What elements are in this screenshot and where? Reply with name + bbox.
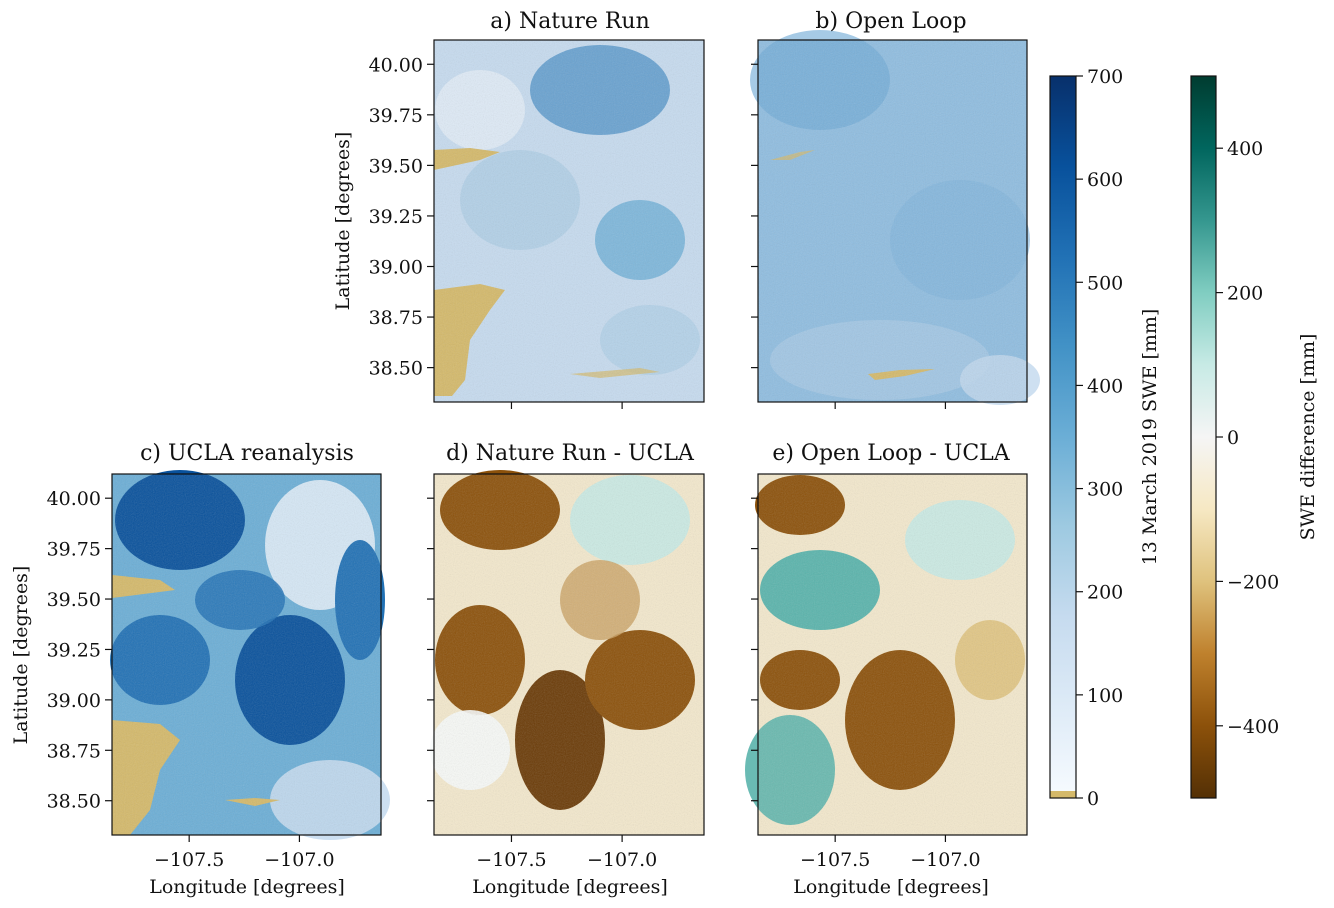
colorbar-tick-label: 0 — [1227, 427, 1239, 449]
xtick-label: −107.0 — [910, 849, 980, 871]
swe-colorbar-frame — [1049, 75, 1077, 799]
panel-b-xticks — [834, 402, 947, 409]
colorbar-tick-label: 100 — [1087, 685, 1123, 707]
panel-d-frame — [433, 473, 705, 836]
panel-d-yticks — [427, 497, 434, 802]
panel-e-xlabel: Longitude [degrees] — [793, 876, 989, 898]
swe-colorbar-label: 13 March 2019 SWE [mm] — [1139, 309, 1161, 566]
swe-colorbar: 700 600 500 400 300 200 100 0 13 March 2019 SWE… — [1049, 66, 1161, 810]
ytick-label: 39.50 — [369, 155, 423, 177]
xtick-label: −107.5 — [476, 849, 546, 871]
panel-d-xlabel: Longitude [degrees] — [472, 876, 668, 898]
panel-b-texture — [758, 40, 1027, 402]
panel-c-ylabel: Latitude [degrees] — [10, 566, 32, 745]
panel-a-map — [433, 39, 705, 403]
colorbar-tick-label: −200 — [1227, 571, 1279, 593]
ytick-label: 39.25 — [369, 206, 423, 228]
colorbar-tick-label: 200 — [1227, 283, 1263, 305]
panel-e-texture — [758, 474, 1027, 835]
panel-e-xticks: −107.5 −107.0 — [800, 835, 981, 871]
panel-e-frame — [757, 473, 1028, 836]
panel-d-map — [430, 470, 705, 836]
panel-d-title: d) Nature Run - UCLA — [446, 441, 695, 466]
ytick-label: 38.50 — [369, 358, 423, 380]
swe-colorbar-zero-bin — [1050, 791, 1076, 798]
colorbar-tick-label: 600 — [1087, 169, 1123, 191]
panel-c-map — [110, 470, 390, 840]
ytick-label: 38.75 — [369, 307, 423, 329]
xtick-label: −107.0 — [587, 849, 657, 871]
panel-e-yticks — [751, 497, 758, 802]
panel-b-title: b) Open Loop — [815, 9, 966, 34]
colorbar-tick-label: 300 — [1087, 479, 1123, 501]
panel-c-texture — [112, 474, 381, 835]
diff-colorbar-label: SWE difference [mm] — [1297, 334, 1319, 541]
panel-b: b) Open Loop — [750, 9, 1040, 409]
panel-d-xticks: −107.5 −107.0 — [476, 835, 657, 871]
ytick-label: 39.25 — [47, 639, 101, 661]
panel-d-texture — [434, 474, 704, 835]
panel-b-frame — [757, 39, 1028, 403]
panel-a-yticks: 40.00 39.75 39.50 39.25 39.00 38.75 38.50 — [369, 54, 434, 380]
panel-a-xticks — [510, 402, 623, 409]
panel-c-frame — [111, 473, 382, 836]
swe-colorbar-bar — [1050, 76, 1076, 798]
colorbar-tick-label: 400 — [1227, 138, 1263, 160]
swe-colorbar-ticks: 700 600 500 400 300 200 100 0 — [1076, 66, 1123, 810]
panel-a-ylabel: Latitude [degrees] — [332, 132, 354, 311]
panel-a-texture — [434, 40, 704, 402]
xtick-label: −107.5 — [800, 849, 870, 871]
ytick-label: 39.00 — [47, 690, 101, 712]
panel-c: c) UCLA reanalysis Latitude [degrees] Lo… — [10, 441, 390, 898]
ytick-label: 38.75 — [47, 740, 101, 762]
ytick-label: 40.00 — [47, 488, 101, 510]
ytick-label: 39.75 — [369, 105, 423, 127]
diff-colorbar-bar — [1191, 76, 1216, 798]
panel-a-title: a) Nature Run — [490, 9, 650, 34]
panel-a: a) Nature Run Latitude [degrees] 40.00 39… — [332, 9, 705, 409]
panel-c-xlabel: Longitude [degrees] — [149, 876, 345, 898]
panel-e: e) Open Loop - UCLA Longitude [degrees] … — [745, 441, 1028, 898]
ytick-label: 39.75 — [47, 539, 101, 561]
colorbar-tick-label: 200 — [1087, 582, 1123, 604]
panel-c-title: c) UCLA reanalysis — [140, 441, 354, 466]
ytick-label: 39.50 — [47, 589, 101, 611]
colorbar-tick-label: 700 — [1087, 66, 1123, 88]
colorbar-tick-label: 400 — [1087, 375, 1123, 397]
panel-e-map — [745, 473, 1028, 836]
ytick-label: 40.00 — [369, 54, 423, 76]
panel-b-map — [750, 30, 1040, 405]
panel-e-title: e) Open Loop - UCLA — [772, 441, 1010, 466]
panel-b-yticks — [751, 63, 758, 369]
xtick-label: −107.0 — [264, 849, 334, 871]
panel-c-yticks: 40.00 39.75 39.50 39.25 39.00 38.75 38.50 — [47, 488, 112, 813]
colorbar-tick-label: 0 — [1087, 788, 1099, 810]
ytick-label: 39.00 — [369, 257, 423, 279]
panel-c-xticks: −107.5 −107.0 — [154, 835, 335, 871]
ytick-label: 38.50 — [47, 791, 101, 813]
panel-d: d) Nature Run - UCLA Longitude [degrees]… — [427, 441, 705, 898]
colorbar-tick-label: −400 — [1227, 716, 1279, 738]
diff-colorbar-ticks: 400 200 0 −200 −400 — [1216, 138, 1279, 738]
panel-a-frame — [433, 39, 705, 403]
colorbar-tick-label: 500 — [1087, 272, 1123, 294]
xtick-label: −107.5 — [154, 849, 224, 871]
diff-colorbar: 400 200 0 −200 −400 SWE difference [mm] — [1190, 75, 1319, 799]
